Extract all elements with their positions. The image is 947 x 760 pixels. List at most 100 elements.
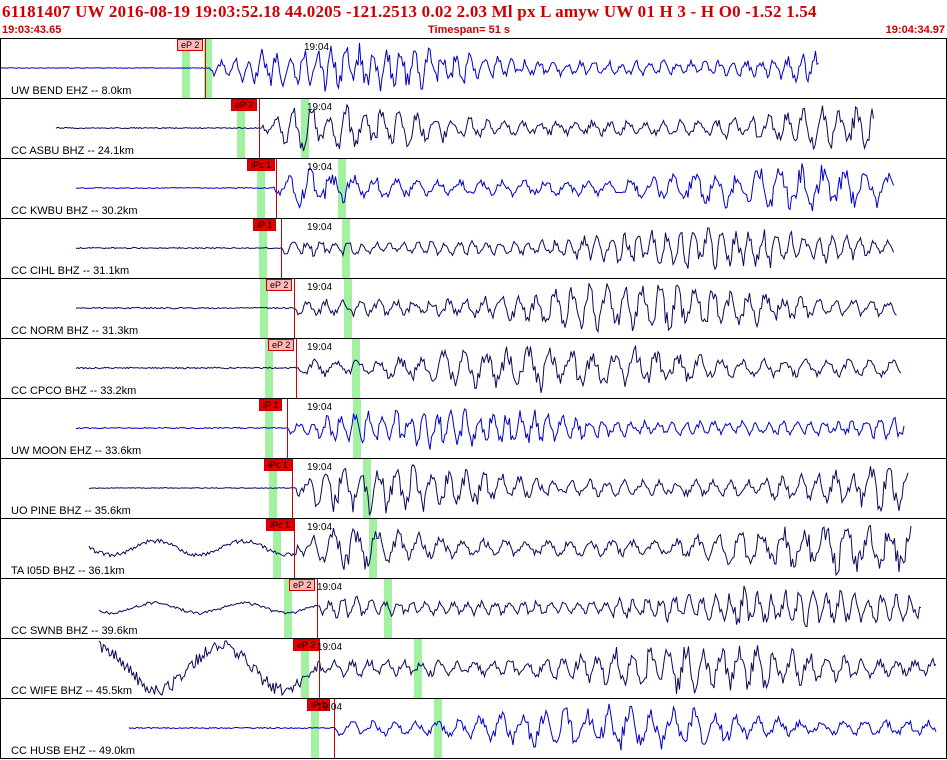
seismogram-trace bbox=[88, 524, 912, 577]
phase-pick-tag[interactable]: eP 2 bbox=[293, 639, 320, 651]
time-start-label: 19:03:43.65 bbox=[2, 24, 62, 36]
seismogram-trace bbox=[75, 408, 905, 450]
waveform-panel[interactable]: eP 2 19:04 CC NORM BHZ -- 31.3km bbox=[0, 278, 947, 339]
phase-pick-line[interactable] bbox=[205, 39, 206, 98]
timespan-label: Timespan= 51 s bbox=[428, 24, 511, 36]
phase-pick-line[interactable] bbox=[276, 159, 277, 218]
phase-pick-line[interactable] bbox=[259, 99, 260, 158]
time-end-label: 19:04:34.97 bbox=[885, 24, 945, 36]
time-window-marker bbox=[301, 639, 309, 698]
trace-line bbox=[128, 703, 937, 751]
phase-pick-line[interactable] bbox=[296, 339, 297, 398]
event-header: 61181407 UW 2016-08-19 19:03:52.18 44.02… bbox=[0, 0, 947, 38]
trace-line bbox=[75, 408, 905, 450]
waveform-panel[interactable]: iP 1 19:04 CC CIHL BHZ -- 31.1km bbox=[0, 218, 947, 279]
phase-pick-tag[interactable]: eP 2 bbox=[289, 579, 316, 591]
station-label: UW MOON EHZ -- 33.6km bbox=[11, 445, 142, 457]
time-window-marker bbox=[301, 99, 309, 158]
time-window-marker bbox=[260, 279, 268, 338]
minute-tick-label: 19:04 bbox=[307, 162, 333, 173]
station-label: CC SWNB BHZ -- 39.6km bbox=[11, 625, 138, 637]
time-window-marker bbox=[369, 519, 377, 578]
seismogram-trace bbox=[1, 42, 819, 92]
trace-line bbox=[88, 524, 912, 577]
time-window-marker bbox=[259, 219, 267, 278]
trace-line bbox=[75, 227, 894, 271]
minute-tick-label: 19:04 bbox=[317, 702, 343, 713]
station-label: TA I05D BHZ -- 36.1km bbox=[11, 565, 125, 577]
waveform-panel[interactable]: eP 2 19:04 CC SWNB BHZ -- 39.6km bbox=[0, 578, 947, 639]
seismogram-trace bbox=[75, 227, 894, 271]
seismogram-trace bbox=[98, 585, 922, 628]
trace-line bbox=[1, 42, 819, 92]
phase-pick-tag[interactable]: iP 1 bbox=[307, 699, 331, 711]
time-window-marker bbox=[342, 219, 350, 278]
minute-tick-label: 19:04 bbox=[307, 402, 333, 413]
station-label: CC CIHL BHZ -- 31.1km bbox=[11, 265, 130, 277]
time-window-marker bbox=[344, 279, 352, 338]
seismogram-trace bbox=[55, 103, 874, 152]
phase-pick-tag[interactable]: iPc 1 bbox=[247, 159, 276, 171]
seismogram-trace bbox=[75, 283, 897, 334]
trace-line bbox=[88, 464, 909, 516]
seismogram-trace bbox=[128, 703, 937, 751]
phase-pick-line[interactable] bbox=[292, 459, 293, 518]
minute-tick-label: 19:04 bbox=[307, 462, 333, 473]
waveform-panel[interactable]: iP 1 19:04 CC HUSB EHZ -- 49.0km bbox=[0, 698, 947, 759]
phase-pick-line[interactable] bbox=[334, 699, 335, 758]
time-window-marker bbox=[353, 399, 361, 458]
station-label: CC NORM BHZ -- 31.3km bbox=[11, 325, 139, 337]
phase-pick-line[interactable] bbox=[294, 519, 295, 578]
station-label: CC WIFE BHZ -- 45.5km bbox=[11, 685, 133, 697]
phase-pick-tag[interactable]: iP 1 bbox=[253, 219, 277, 231]
station-label: CC KWBU BHZ -- 30.2km bbox=[11, 205, 138, 217]
time-window-marker bbox=[311, 699, 319, 758]
time-window-marker bbox=[414, 639, 422, 698]
waveform-panel[interactable]: iPc 1 19:04 UO PINE BHZ -- 35.6km bbox=[0, 458, 947, 519]
phase-pick-line[interactable] bbox=[281, 219, 282, 278]
trace-line bbox=[75, 283, 897, 334]
waveform-panel[interactable]: eP 2 19:04 UW BEND EHZ -- 8.0km bbox=[0, 38, 947, 99]
minute-tick-label: 19:04 bbox=[307, 222, 333, 233]
phase-pick-line[interactable] bbox=[294, 279, 295, 338]
phase-pick-tag[interactable]: eP 2 bbox=[266, 279, 293, 291]
trace-line bbox=[98, 585, 922, 628]
time-window-marker bbox=[338, 159, 346, 218]
waveform-panel[interactable]: eP 2 19:04 CC CPCO BHZ -- 33.2km bbox=[0, 338, 947, 399]
time-window-marker bbox=[352, 339, 360, 398]
event-summary-title: 61181407 UW 2016-08-19 19:03:52.18 44.02… bbox=[2, 2, 817, 21]
trace-line bbox=[55, 103, 874, 152]
time-window-marker bbox=[434, 699, 442, 758]
phase-pick-tag[interactable]: iPc 1 bbox=[266, 519, 295, 531]
phase-pick-tag[interactable]: iP 1 bbox=[259, 399, 283, 411]
waveform-panel[interactable]: eP 2 19:04 CC WIFE BHZ -- 45.5km bbox=[0, 638, 947, 699]
minute-tick-label: 19:04 bbox=[307, 342, 333, 353]
waveform-panel[interactable]: iP 1 19:04 UW MOON EHZ -- 33.6km bbox=[0, 398, 947, 459]
phase-pick-tag[interactable]: eP 2 bbox=[231, 99, 258, 111]
phase-pick-line[interactable] bbox=[317, 579, 318, 638]
station-label: CC CPCO BHZ -- 33.2km bbox=[11, 385, 137, 397]
time-window-marker bbox=[265, 339, 273, 398]
phase-pick-line[interactable] bbox=[287, 399, 288, 458]
minute-tick-label: 19:04 bbox=[304, 42, 330, 53]
time-window-marker bbox=[284, 579, 292, 638]
phase-pick-tag[interactable]: iPc 1 bbox=[264, 459, 293, 471]
phase-pick-tag[interactable]: eP 2 bbox=[177, 39, 204, 51]
trace-line bbox=[98, 640, 937, 697]
waveform-panel[interactable]: iPc 1 19:04 CC KWBU BHZ -- 30.2km bbox=[0, 158, 947, 219]
waveform-panels: eP 2 19:04 UW BEND EHZ -- 8.0km eP 2 19:04 CC… bbox=[0, 38, 947, 760]
time-window-marker bbox=[384, 579, 392, 638]
seismogram-trace bbox=[88, 464, 909, 516]
waveform-panel[interactable]: eP 2 19:04 CC ASBU BHZ -- 24.1km bbox=[0, 98, 947, 159]
minute-tick-label: 19:04 bbox=[317, 582, 343, 593]
phase-pick-line[interactable] bbox=[319, 639, 320, 698]
minute-tick-label: 19:04 bbox=[307, 102, 333, 113]
seismogram-trace bbox=[76, 163, 894, 212]
phase-pick-tag[interactable]: eP 2 bbox=[268, 339, 295, 351]
seismogram-trace bbox=[75, 344, 902, 393]
waveform-panel[interactable]: iPc 1 19:04 TA I05D BHZ -- 36.1km bbox=[0, 518, 947, 579]
station-label: CC HUSB EHZ -- 49.0km bbox=[11, 745, 136, 757]
station-label: UW BEND EHZ -- 8.0km bbox=[11, 85, 132, 97]
seismogram-trace bbox=[98, 640, 937, 697]
minute-tick-label: 19:04 bbox=[317, 642, 343, 653]
